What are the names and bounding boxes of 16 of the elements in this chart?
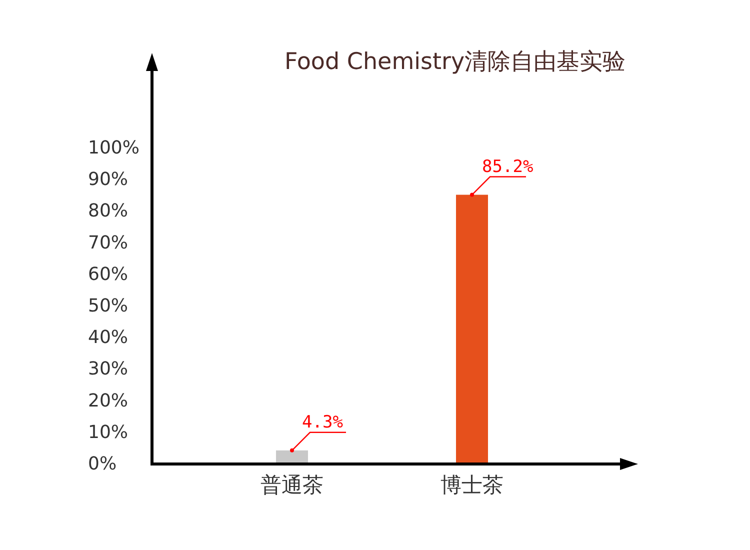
data-label: 85.2% xyxy=(482,156,534,177)
y-tick-label: 70% xyxy=(88,232,128,254)
y-tick-label: 0% xyxy=(88,454,117,474)
y-tick-label: 80% xyxy=(88,200,128,222)
y-tick-label: 20% xyxy=(88,390,128,412)
y-tick-label: 100% xyxy=(88,138,140,158)
data-label: 4.3% xyxy=(302,412,343,432)
y-tick-label: 10% xyxy=(88,422,128,443)
x-tick-label: 普通茶 xyxy=(260,473,324,497)
y-tick-label: 30% xyxy=(88,358,128,380)
x-tick-label: 博士茶 xyxy=(440,473,504,497)
y-tick-label: 60% xyxy=(88,264,128,285)
chart-title: Food Chemistry清除自由基实验 xyxy=(284,49,626,75)
y-tick-label: 90% xyxy=(88,169,128,190)
y-tick-label: 40% xyxy=(88,327,128,348)
y-tick-label: 50% xyxy=(88,296,128,316)
